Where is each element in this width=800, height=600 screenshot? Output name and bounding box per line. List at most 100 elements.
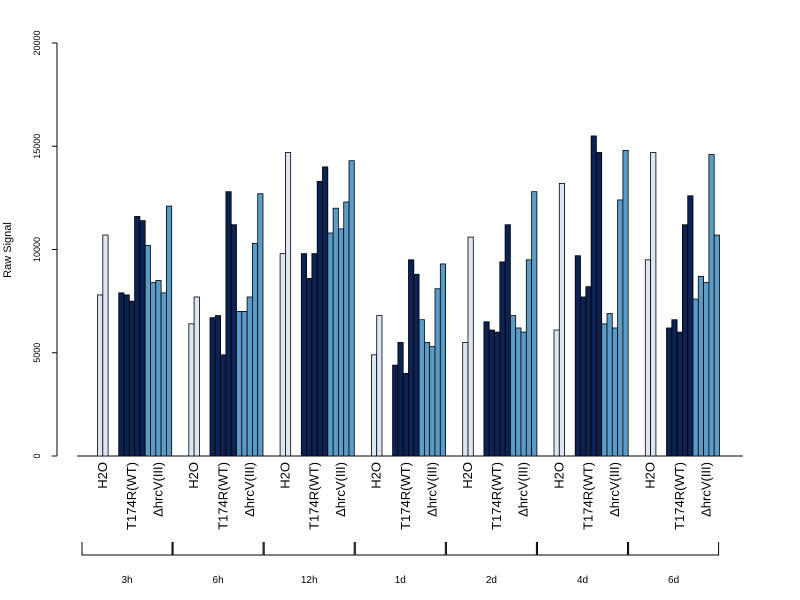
y-tick-label: 10000 — [32, 237, 42, 262]
group-label: T174R(WT) — [672, 462, 687, 530]
bar — [590, 135, 597, 457]
timepoint-label: 1d — [395, 575, 406, 586]
group-label: T174R(WT) — [489, 462, 504, 530]
bar — [622, 149, 629, 457]
bar — [392, 364, 399, 457]
bar — [708, 154, 715, 457]
bar — [418, 319, 425, 457]
bars — [97, 135, 720, 457]
bar — [596, 152, 603, 457]
bar — [128, 300, 136, 457]
bar — [327, 232, 334, 457]
bar — [306, 278, 313, 457]
bar — [97, 294, 104, 457]
bar — [525, 259, 532, 457]
bar — [692, 298, 699, 457]
bar — [558, 183, 565, 457]
bar — [682, 224, 689, 457]
y-axis-title: Raw Signal — [2, 222, 14, 278]
bar — [467, 236, 474, 457]
group-label: T174R(WT) — [215, 462, 230, 530]
group-label: ΔhrcV(III) — [333, 462, 348, 517]
timepoint-bracket — [354, 542, 446, 556]
bar — [241, 311, 248, 457]
y-tick-label: 20000 — [32, 30, 42, 55]
bar — [348, 160, 355, 457]
bar — [370, 354, 378, 457]
bar — [230, 224, 237, 457]
bar — [193, 296, 200, 457]
y-tick-label: 0 — [32, 453, 42, 458]
y-axis: 0 5000 10000 15000 20000 — [32, 30, 58, 459]
bar — [531, 191, 538, 457]
y-tick-label: 15000 — [32, 134, 42, 159]
timepoint-bracket — [537, 542, 628, 556]
bar — [150, 282, 157, 457]
bar — [515, 327, 522, 457]
timepoint-label: 3h — [121, 575, 132, 586]
bar — [611, 327, 618, 457]
bar — [676, 331, 683, 457]
bar — [251, 242, 259, 457]
bar — [284, 152, 292, 457]
bar — [413, 273, 420, 457]
bar — [322, 166, 329, 457]
bar — [225, 191, 232, 457]
bar — [483, 321, 490, 457]
group-label: H2O — [95, 462, 110, 489]
bar — [102, 234, 109, 457]
bar — [687, 195, 694, 457]
bar — [311, 253, 318, 457]
group-label: H2O — [369, 462, 384, 489]
group-label: ΔhrcV(III) — [516, 462, 531, 517]
timepoint-label: 6d — [668, 575, 679, 586]
bar — [666, 327, 673, 457]
group-label: H2O — [643, 462, 658, 489]
bar — [337, 228, 345, 457]
bar — [188, 323, 195, 457]
bar — [606, 313, 613, 457]
bar — [585, 286, 592, 457]
group-label: ΔhrcV(III) — [607, 462, 622, 517]
timepoint-bracket — [628, 542, 720, 556]
bar — [499, 261, 506, 457]
bar — [601, 323, 608, 457]
timepoint-label: 2d — [486, 575, 497, 586]
group-label: H2O — [460, 462, 475, 489]
bar — [697, 275, 704, 457]
group-label: ΔhrcV(III) — [242, 462, 257, 517]
bar — [139, 220, 146, 457]
bar — [574, 255, 581, 457]
bar — [279, 253, 286, 457]
group-label: T174R(WT) — [307, 462, 322, 530]
bar — [434, 288, 441, 457]
timepoint-label: 4d — [577, 575, 588, 586]
bar — [509, 315, 517, 457]
bar — [123, 294, 130, 457]
group-label: T174R(WT) — [124, 462, 139, 530]
bar — [220, 354, 227, 457]
group-label: T174R(WT) — [398, 462, 413, 530]
timepoint-label: 6h — [213, 575, 224, 586]
bar — [332, 207, 339, 457]
bar — [488, 329, 495, 457]
bar — [439, 263, 446, 457]
group-label: H2O — [551, 462, 566, 489]
bar — [160, 292, 167, 457]
bar — [134, 216, 141, 457]
bar — [257, 193, 264, 457]
bar — [650, 152, 657, 457]
timepoint-bracket — [263, 542, 355, 556]
timepoint-label: 12h — [301, 575, 318, 586]
timepoint-brackets: 3h 6h 12h 1d 2d 4d 6d — [81, 542, 720, 586]
bar — [617, 199, 624, 457]
bar — [165, 205, 173, 457]
timepoint-bracket — [81, 542, 173, 556]
bar — [118, 292, 125, 457]
bar — [343, 201, 350, 457]
group-labels: H2O T174R(WT) ΔhrcV(III) H2O T174R(WT) ΔhrcV(… — [95, 462, 713, 530]
bar — [397, 342, 404, 457]
bar — [520, 331, 527, 457]
bar — [214, 315, 222, 457]
